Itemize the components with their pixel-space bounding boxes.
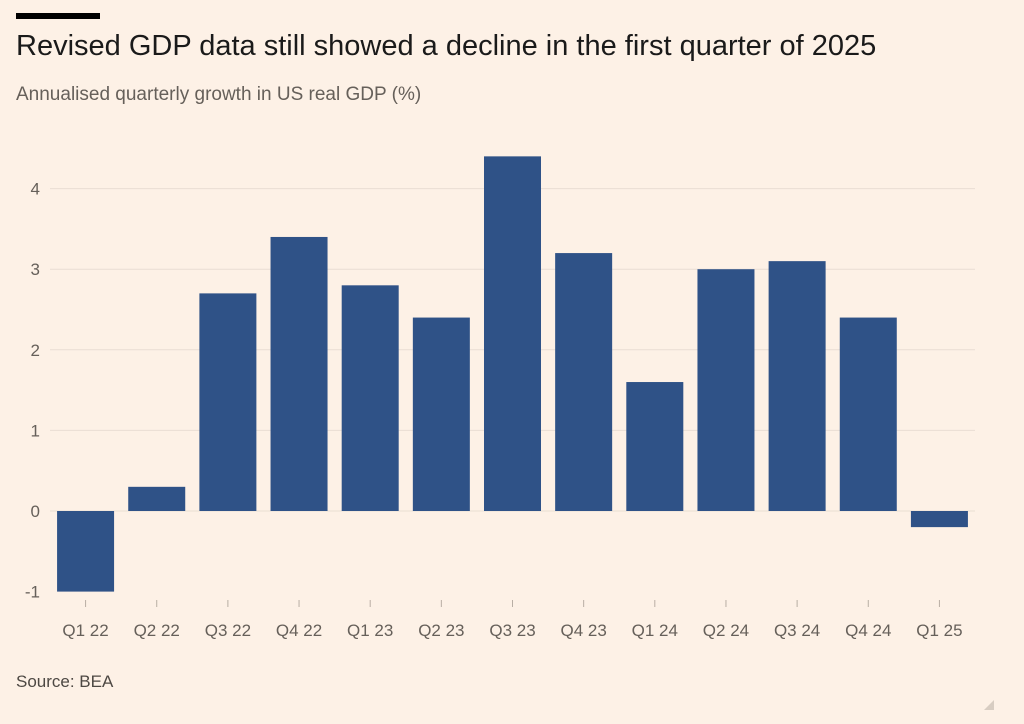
x-tick-label: Q2 24	[703, 621, 749, 640]
bar-q4-22	[270, 236, 328, 511]
bar-q4-24	[839, 317, 897, 511]
x-tick-label: Q4 24	[845, 621, 891, 640]
bars	[57, 156, 968, 592]
x-axis-ticks: Q1 22 Q2 22 Q3 22 Q4 22 Q1 23 Q2 23 Q3 23 Q4 23…	[62, 600, 963, 640]
x-tick-label: Q2 23	[418, 621, 464, 640]
x-tick-label: Q2 22	[134, 621, 180, 640]
chart-title: Revised GDP data still showed a decline …	[16, 30, 877, 62]
y-tick-label: 3	[31, 260, 40, 279]
y-tick-label: 0	[31, 502, 40, 521]
y-axis-ticks: -1 0 1 2 3 4	[25, 180, 40, 602]
bar-q2-22	[128, 486, 186, 511]
source-note: Source: BEA	[16, 672, 114, 691]
x-tick-label: Q1 23	[347, 621, 393, 640]
title-rule	[16, 13, 100, 19]
bar-q1-25	[910, 511, 968, 528]
bar-q1-24	[626, 382, 684, 511]
x-tick-label: Q4 22	[276, 621, 322, 640]
x-tick-label: Q3 22	[205, 621, 251, 640]
x-tick-label: Q1 24	[632, 621, 678, 640]
resize-handle[interactable]	[984, 700, 994, 710]
bar-q3-23	[484, 156, 541, 512]
y-tick-label: -1	[25, 583, 40, 602]
bar-q2-23	[412, 317, 470, 511]
bar-q2-24	[697, 269, 755, 511]
x-tick-label: Q3 24	[774, 621, 820, 640]
bar-q1-22	[57, 511, 115, 592]
y-tick-label: 1	[31, 421, 40, 440]
x-tick-label: Q1 25	[916, 621, 962, 640]
bar-q3-22	[199, 293, 257, 511]
bar-q4-23	[555, 253, 613, 511]
chart-subtitle: Annualised quarterly growth in US real G…	[16, 84, 422, 105]
x-tick-label: Q4 23	[560, 621, 606, 640]
bar-q3-24	[768, 261, 826, 511]
x-tick-label: Q1 22	[62, 621, 108, 640]
y-tick-label: 2	[31, 341, 40, 360]
bar-q1-23	[341, 285, 399, 511]
x-tick-label: Q3 23	[489, 621, 535, 640]
y-tick-label: 4	[31, 180, 40, 199]
